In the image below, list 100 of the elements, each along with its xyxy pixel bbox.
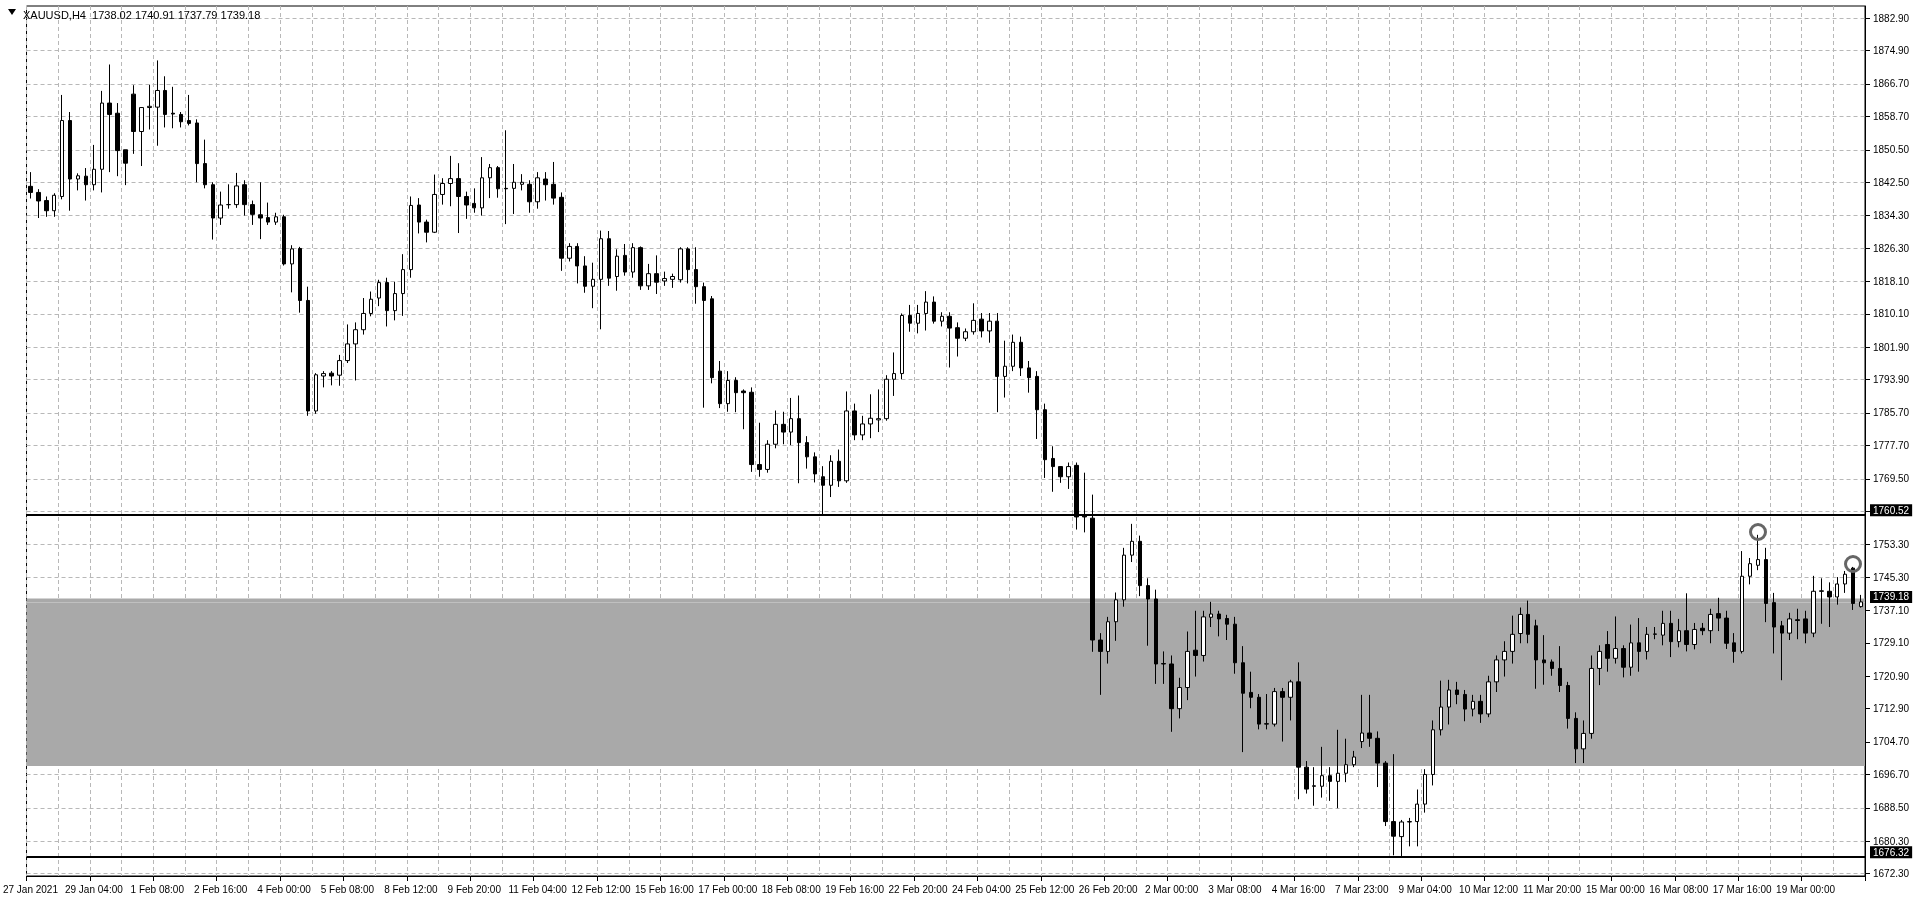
candlestick — [1264, 693, 1269, 730]
candlestick — [52, 192, 56, 218]
y-tick-label: 1737.10 — [1873, 604, 1910, 616]
x-tick-label: 29 Jan 04:00 — [64, 883, 124, 895]
candlestick — [1732, 632, 1736, 664]
candlestick — [1201, 610, 1206, 663]
candlestick — [726, 370, 730, 413]
candlestick — [1312, 766, 1316, 807]
candlestick — [432, 174, 437, 234]
candlestick — [1249, 671, 1253, 709]
candlestick — [1613, 615, 1618, 665]
candlestick — [195, 118, 199, 183]
candlestick — [1217, 610, 1221, 637]
candlestick — [393, 281, 397, 321]
x-tick-label: 11 Mar 20:00 — [1522, 883, 1582, 895]
candlestick — [1859, 594, 1863, 609]
candlestick — [757, 422, 762, 478]
candlestick — [1724, 610, 1729, 650]
candlestick — [765, 439, 770, 474]
candlestick — [1019, 336, 1023, 377]
candlestick — [1589, 654, 1594, 740]
candlestick — [1740, 550, 1744, 654]
y-tick-label: 1858.70 — [1873, 110, 1910, 122]
candlestick — [1645, 626, 1649, 661]
candlestick — [1051, 445, 1055, 493]
candlestick — [1407, 817, 1412, 847]
candlestick — [1423, 768, 1427, 814]
candlestick — [1154, 589, 1158, 685]
candlestick — [1550, 659, 1554, 677]
candlestick — [591, 262, 595, 309]
candlestick — [1352, 750, 1356, 768]
candlestick — [68, 111, 72, 212]
candlestick — [298, 246, 302, 314]
candlestick — [955, 321, 960, 358]
candlestick — [1043, 403, 1047, 479]
candlestick — [1304, 760, 1309, 795]
candlestick — [1344, 738, 1348, 783]
candlestick — [1748, 557, 1752, 585]
candlestick — [1177, 677, 1182, 719]
x-tick-label: 19 Mar 00:00 — [1776, 883, 1836, 895]
candlestick — [670, 273, 675, 289]
candlestick — [409, 195, 413, 279]
candlestick — [638, 245, 643, 291]
candlestick — [1257, 693, 1261, 730]
candlestick — [1756, 534, 1760, 571]
candlestick — [718, 360, 722, 409]
candlestick — [1677, 618, 1681, 648]
candlestick — [1375, 730, 1380, 788]
candlestick — [1383, 760, 1388, 827]
candlestick — [551, 161, 556, 206]
candlestick — [1114, 592, 1118, 642]
candlestick — [1835, 576, 1839, 606]
candlestick — [211, 181, 215, 241]
candlestick — [448, 155, 453, 207]
candlestick — [654, 254, 659, 295]
x-tick-label: 19 Feb 16:00 — [825, 883, 885, 895]
candlestick — [868, 393, 873, 439]
y-tick-label: 1834.30 — [1873, 210, 1910, 222]
y-tick-label: 1745.30 — [1873, 571, 1910, 583]
candlestick — [1003, 340, 1007, 399]
candlestick — [520, 173, 524, 191]
candlestick — [385, 277, 389, 327]
candlestick — [1803, 610, 1808, 644]
candlestick — [1296, 661, 1301, 800]
candlestick — [226, 183, 231, 210]
x-tick-label: 9 Feb 20:00 — [447, 883, 502, 895]
candlestick — [1130, 523, 1134, 563]
candlestick — [932, 295, 936, 325]
y-tick-label: 1688.50 — [1873, 802, 1910, 814]
candlestick — [987, 312, 992, 344]
candlestick — [631, 242, 635, 279]
candlestick — [884, 374, 889, 422]
candlestick — [781, 411, 786, 445]
candlestick — [1161, 650, 1166, 685]
candlestick — [401, 253, 405, 317]
candlestick — [1708, 608, 1713, 644]
candlestick — [369, 291, 373, 317]
candlestick — [1637, 617, 1641, 673]
ref-line-label: 1676.32 — [1873, 846, 1910, 858]
candlestick — [1566, 681, 1570, 730]
candlestick — [1011, 334, 1015, 372]
candlestick — [892, 351, 896, 397]
candlestick — [1605, 630, 1610, 673]
candlestick — [1233, 616, 1237, 675]
candlestick — [1106, 616, 1110, 665]
candlestick — [123, 149, 128, 186]
y-tick-label: 1842.50 — [1873, 176, 1910, 188]
y-tick-label: 1785.70 — [1873, 407, 1910, 419]
candlestick — [1272, 687, 1277, 728]
candlestick — [1455, 681, 1459, 705]
candlestick — [1518, 607, 1523, 644]
candlestick — [1328, 766, 1332, 802]
candlestick — [829, 454, 833, 498]
candlestick — [131, 84, 136, 155]
x-tick-label: 17 Mar 16:00 — [1712, 883, 1773, 895]
candlestick — [1225, 614, 1229, 641]
y-tick-label: 1696.70 — [1873, 768, 1910, 780]
candlestick — [559, 191, 564, 272]
candlestick — [242, 179, 247, 217]
candlestick — [734, 376, 738, 413]
